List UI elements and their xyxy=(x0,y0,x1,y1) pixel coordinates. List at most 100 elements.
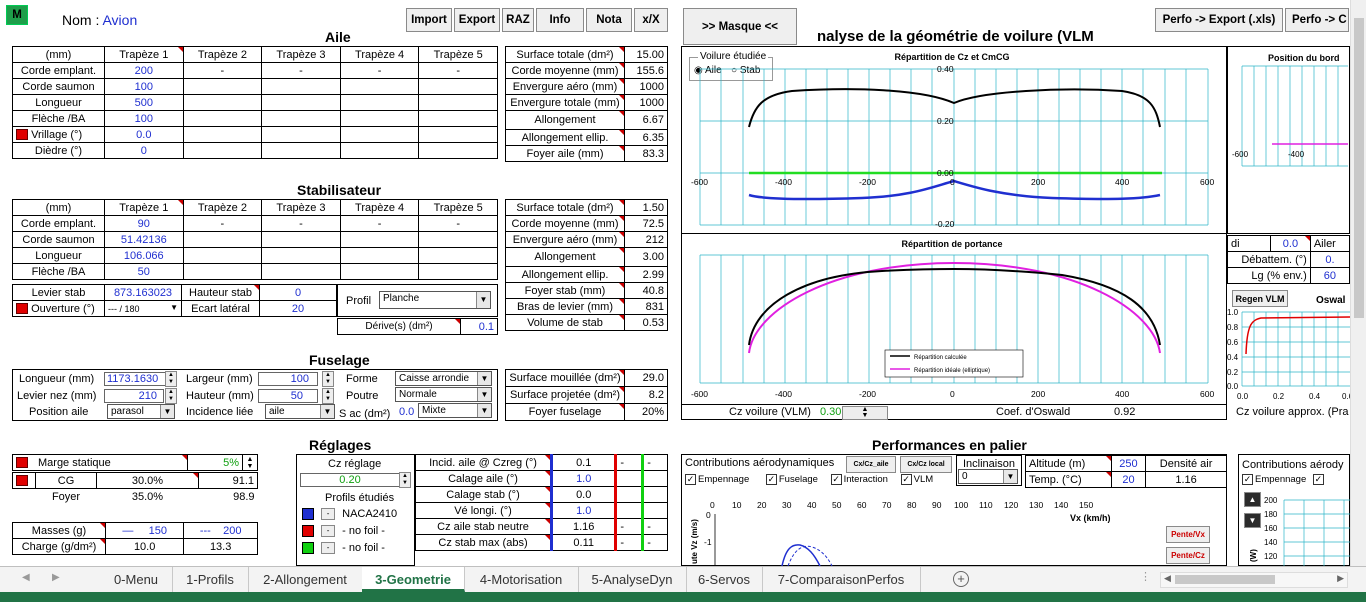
aile-cell[interactable] xyxy=(418,78,498,95)
profil-toggle[interactable]: - xyxy=(321,542,336,555)
scroll-left-icon[interactable]: ◀ xyxy=(1164,573,1171,583)
stab-radio[interactable]: ○ Stab xyxy=(731,65,761,76)
stab-cell[interactable] xyxy=(261,263,341,280)
horizontal-scrollbar[interactable]: ◀ ▶ xyxy=(1160,572,1348,588)
aile-cell[interactable] xyxy=(339,110,420,127)
aile-cell[interactable] xyxy=(339,94,420,111)
position-aile-select[interactable]: parasol ▼ xyxy=(107,404,175,419)
aile-cell[interactable]: 0 xyxy=(104,142,184,159)
scroll-right-icon[interactable]: ▶ xyxy=(1337,573,1344,583)
check-icon[interactable]: ✓ xyxy=(1312,474,1324,485)
hauteur-fus-spinner[interactable]: ▲ ▼ xyxy=(322,388,334,404)
interaction-checkbox[interactable]: ✓ Interaction xyxy=(830,474,888,485)
largeur-value[interactable]: 100 xyxy=(258,372,318,386)
lg-value[interactable]: 60 xyxy=(1309,267,1351,284)
aile-cell[interactable]: 0.0 xyxy=(104,126,184,143)
ouverture-select[interactable]: --- / 180 ▼ xyxy=(104,300,182,317)
hauteur-fus-value[interactable]: 50 xyxy=(258,389,318,403)
cx-cz-aile-button[interactable]: Cx/Cz_aile xyxy=(846,456,896,473)
empennage2-checkbox[interactable]: ✓ Empennage xyxy=(1242,474,1306,485)
aile-cell[interactable] xyxy=(418,94,498,111)
stab-cell[interactable] xyxy=(182,231,263,248)
aile-cell[interactable] xyxy=(182,142,263,159)
aile-cell[interactable] xyxy=(339,126,420,143)
tab-5-analysedyn[interactable]: 5-AnalyseDyn xyxy=(578,567,687,592)
sac-value[interactable]: 0.0 xyxy=(399,406,415,418)
cz-voilure-slider[interactable]: ▲ ▼ xyxy=(842,406,888,420)
stab-cell[interactable] xyxy=(339,247,420,264)
profil-color-green[interactable] xyxy=(302,542,314,555)
stab-cell[interactable]: 106.066 xyxy=(104,247,184,264)
cg-toggle[interactable] xyxy=(16,475,28,487)
sac-mode-select[interactable]: Mixte ▼ xyxy=(418,403,492,418)
tab-scroll-right-icon[interactable]: ▶ xyxy=(52,572,60,583)
aile-cell[interactable]: 500 xyxy=(104,94,184,111)
aile-cell[interactable] xyxy=(261,110,341,127)
masque-button[interactable]: >> Masque << xyxy=(683,8,797,45)
aile-cell[interactable]: 100 xyxy=(104,78,184,95)
aile-cell[interactable] xyxy=(339,78,420,95)
ecart-value[interactable]: 20 xyxy=(259,300,337,317)
profil-toggle[interactable]: - xyxy=(321,508,336,521)
stab-cell[interactable]: 51.42136 xyxy=(104,231,184,248)
hauteur-stab-value[interactable]: 0 xyxy=(259,284,337,301)
temp-value[interactable]: 20 xyxy=(1110,471,1147,488)
levier-stab-value[interactable]: 873.163023 xyxy=(104,284,182,301)
stab-cell[interactable] xyxy=(182,263,263,280)
m-button[interactable]: M xyxy=(6,5,28,25)
chevron-down-icon[interactable]: ▼ xyxy=(477,388,491,401)
arrow-up-button[interactable]: ▲ xyxy=(1244,492,1261,507)
h-scroll-thumb[interactable] xyxy=(1175,575,1275,584)
aile-cell[interactable]: - xyxy=(261,62,341,79)
stab-cell[interactable] xyxy=(339,231,420,248)
stab-cell[interactable]: - xyxy=(261,215,341,232)
pente-vx-button[interactable]: Pente/Vx xyxy=(1166,526,1210,543)
marge-spinner[interactable]: ▲ ▼ xyxy=(242,454,258,471)
aile-cell[interactable] xyxy=(182,78,263,95)
masses-v1[interactable]: — 150 xyxy=(104,522,185,539)
longueur-value[interactable]: 1173.1630 xyxy=(104,372,168,386)
regen-vlm-button[interactable]: Regen VLM xyxy=(1232,290,1288,307)
aile-cell[interactable] xyxy=(261,142,341,159)
cz-reglage-value[interactable]: 0.20 xyxy=(300,473,400,487)
levier-nez-value[interactable]: 210 xyxy=(104,389,164,403)
marge-value[interactable]: 5% xyxy=(187,454,243,471)
incidence-select[interactable]: aile ▼ xyxy=(265,404,335,419)
cz-reglage-spinner[interactable]: ▲ ▼ xyxy=(399,472,411,488)
marge-toggle[interactable] xyxy=(16,457,28,469)
aile-cell[interactable]: - xyxy=(182,62,263,79)
aile-cell[interactable] xyxy=(418,126,498,143)
stab-cell[interactable] xyxy=(418,231,498,248)
ouverture-toggle[interactable] xyxy=(16,303,28,315)
aile-cell[interactable] xyxy=(182,110,263,127)
tab-split-handle[interactable]: ⋮ xyxy=(1140,571,1151,583)
aile-cell[interactable] xyxy=(339,142,420,159)
vertical-scrollbar[interactable] xyxy=(1350,0,1366,566)
stab-cell[interactable] xyxy=(261,231,341,248)
aile-cell[interactable] xyxy=(261,78,341,95)
aile-cell[interactable] xyxy=(261,94,341,111)
stab-cell[interactable]: - xyxy=(339,215,420,232)
masses-v2[interactable]: --- 200 xyxy=(183,522,258,539)
di-value[interactable]: 0.0 xyxy=(1270,235,1311,252)
aile-cell[interactable]: - xyxy=(339,62,420,79)
chevron-down-icon[interactable]: ▼ xyxy=(170,302,178,312)
chevron-down-icon[interactable]: ▼ xyxy=(477,372,491,385)
longueur-spinner[interactable]: ▲ ▼ xyxy=(165,371,177,387)
info-button[interactable]: Info xyxy=(536,8,584,32)
arrow-down-button[interactable]: ▼ xyxy=(1244,513,1261,528)
chevron-down-icon[interactable]: ▼ xyxy=(1003,470,1017,483)
stab-cell[interactable]: 90 xyxy=(104,215,184,232)
tab-scroll-left-icon[interactable]: ◀ xyxy=(22,572,30,583)
profil-color-red[interactable] xyxy=(302,525,314,538)
raz-button[interactable]: RAZ xyxy=(502,8,534,32)
aile-cell[interactable]: - xyxy=(418,62,498,79)
stab-cell[interactable] xyxy=(261,247,341,264)
perfo-c-button[interactable]: Perfo -> C xyxy=(1285,8,1349,32)
perfo-export-button[interactable]: Perfo -> Export (.xls) xyxy=(1155,8,1283,32)
debattem-value[interactable]: 0. xyxy=(1309,251,1351,268)
empennage-checkbox[interactable]: ✓ Empennage xyxy=(685,474,749,485)
vrillage-toggle[interactable] xyxy=(16,129,28,141)
aile-cell[interactable] xyxy=(418,110,498,127)
pente-cz-button[interactable]: Pente/Cz xyxy=(1166,547,1210,564)
